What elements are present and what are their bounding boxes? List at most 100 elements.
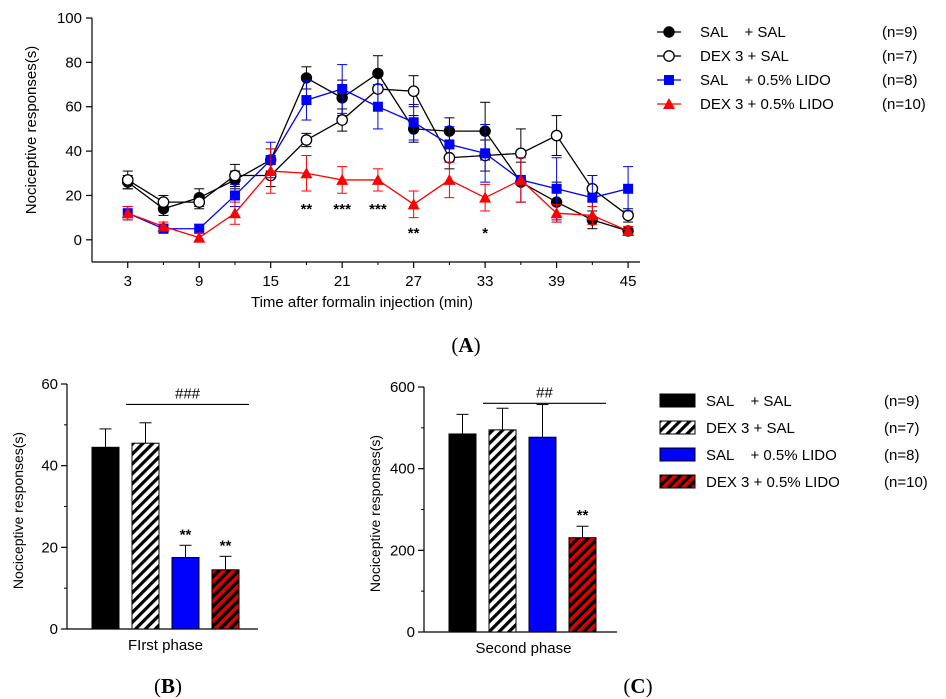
legend-a: SAL + SAL (n=9) DEX 3 + SAL (n=7) SAL + 0.5%… <box>657 24 926 113</box>
y-tick-label-a: 20 <box>65 187 82 204</box>
data-point-a <box>193 196 206 208</box>
bar-c <box>528 436 557 633</box>
legend-swatch-bar <box>659 447 696 462</box>
data-point-a <box>444 139 455 150</box>
data-point-a <box>372 101 383 112</box>
legend-n-bar: (n=9) <box>884 393 919 410</box>
legend-marker-a <box>664 75 674 85</box>
bar-b <box>211 569 240 630</box>
x-tick-label-a: 39 <box>548 273 565 290</box>
data-point-a <box>407 198 420 210</box>
legend-marker-a <box>663 98 675 109</box>
significance-mark-a: ** <box>301 201 313 218</box>
data-point-a <box>301 95 312 106</box>
x-axis-label-c: Second phase <box>476 640 572 657</box>
legend-n-a: (n=7) <box>882 48 917 65</box>
y-axis-label-a: Nociceptive responses(s) <box>23 46 40 214</box>
data-point-a <box>371 173 384 185</box>
bracket-label-b: ### <box>175 385 201 402</box>
significance-mark-a: *** <box>333 201 351 218</box>
data-point-a <box>121 174 134 186</box>
x-tick-label-a: 33 <box>477 273 494 290</box>
x-tick-label-a: 45 <box>620 273 637 290</box>
y-axis-label-c: Nociceptive responses(s) <box>367 435 383 592</box>
legend-label-a: DEX 3 + SAL <box>700 48 789 65</box>
data-point-a <box>586 209 599 221</box>
y-tick-label-c: 200 <box>390 542 415 559</box>
y-axis-label-b: Nociceptive responses(s) <box>10 432 26 589</box>
legend-n-bar: (n=7) <box>884 420 919 437</box>
y-tick-label-b: 60 <box>41 376 58 393</box>
legend-label-bar: DEX 3 + SAL <box>706 420 795 437</box>
legend-bar: SAL + SAL (n=9) DEX 3 + SAL (n=7) SAL + 0.5%… <box>659 393 928 491</box>
data-point-a <box>157 196 170 208</box>
data-point-a <box>229 169 241 182</box>
x-tick-label-a: 27 <box>405 273 422 290</box>
significance-mark-a: ** <box>408 225 420 242</box>
panel-label-c: (C) <box>623 674 652 698</box>
data-point-a <box>300 167 313 179</box>
legend-label-bar: DEX 3 + 0.5% LIDO <box>706 474 840 491</box>
significance-mark-b: ** <box>180 526 192 543</box>
data-point-a <box>121 207 134 219</box>
x-tick-label-a: 9 <box>195 273 203 290</box>
data-point-a <box>157 220 170 232</box>
legend-n-a: (n=9) <box>882 24 917 41</box>
data-point-a <box>480 148 491 159</box>
significance-mark-c: ** <box>577 507 589 524</box>
legend-swatch-bar <box>659 474 696 489</box>
y-tick-label-a: 80 <box>65 54 82 71</box>
significance-mark-a: * <box>482 225 488 242</box>
data-point-a <box>550 129 563 142</box>
y-tick-label-b: 20 <box>41 539 58 556</box>
panel-label-a: (A) <box>451 333 480 357</box>
y-tick-label-b: 40 <box>41 458 58 475</box>
y-tick-label-c: 0 <box>407 624 415 641</box>
series-a-4 <box>121 148 635 243</box>
legend-marker-a <box>663 26 675 38</box>
legend-n-bar: (n=10) <box>884 474 928 491</box>
bracket-label-c: ## <box>536 384 553 401</box>
y-tick-label-c: 600 <box>390 379 415 396</box>
significance-mark-b: ** <box>220 537 232 554</box>
bar-c <box>488 429 517 633</box>
bar-c <box>568 537 597 633</box>
data-point-a <box>623 183 634 194</box>
legend-n-a: (n=10) <box>882 96 926 113</box>
significance-mark-a: *** <box>369 201 387 218</box>
legend-swatch-bar <box>659 393 696 408</box>
legend-marker-a <box>663 50 675 62</box>
x-tick-label-a: 3 <box>124 273 132 290</box>
legend-label-bar: SAL + 0.5% LIDO <box>706 447 837 464</box>
x-tick-label-a: 15 <box>262 273 279 290</box>
y-tick-label-c: 400 <box>390 461 415 478</box>
data-point-a <box>443 173 456 185</box>
bar-chart-c: 0 200 400 600 ** ## Second phase Nociceptive re… <box>367 379 617 657</box>
legend-label-a: SAL + SAL <box>700 24 786 41</box>
data-point-a <box>550 207 563 219</box>
data-point-a <box>336 114 349 126</box>
data-point-a <box>551 183 562 194</box>
data-point-a <box>515 147 527 160</box>
legend-label-a: DEX 3 + 0.5% LIDO <box>700 96 834 113</box>
data-point-a <box>228 207 241 219</box>
y-tick-label-b: 0 <box>50 621 58 638</box>
bar-b <box>91 446 120 630</box>
data-point-a <box>264 165 277 177</box>
data-point-a <box>622 209 634 222</box>
data-point-a <box>407 85 420 98</box>
y-tick-label-a: 0 <box>74 232 82 249</box>
legend-n-bar: (n=8) <box>884 447 919 464</box>
data-point-a <box>194 223 205 234</box>
bar-c <box>448 433 477 633</box>
data-point-a <box>336 173 349 185</box>
y-tick-label-a: 40 <box>65 143 82 160</box>
x-axis-label-a: Time after formalin injection (min) <box>251 294 473 311</box>
legend-label-bar: SAL + SAL <box>706 393 792 410</box>
data-point-a <box>229 190 240 201</box>
bar-b <box>171 557 200 630</box>
panel-label-b: (B) <box>154 674 182 698</box>
legend-n-a: (n=8) <box>882 72 917 89</box>
